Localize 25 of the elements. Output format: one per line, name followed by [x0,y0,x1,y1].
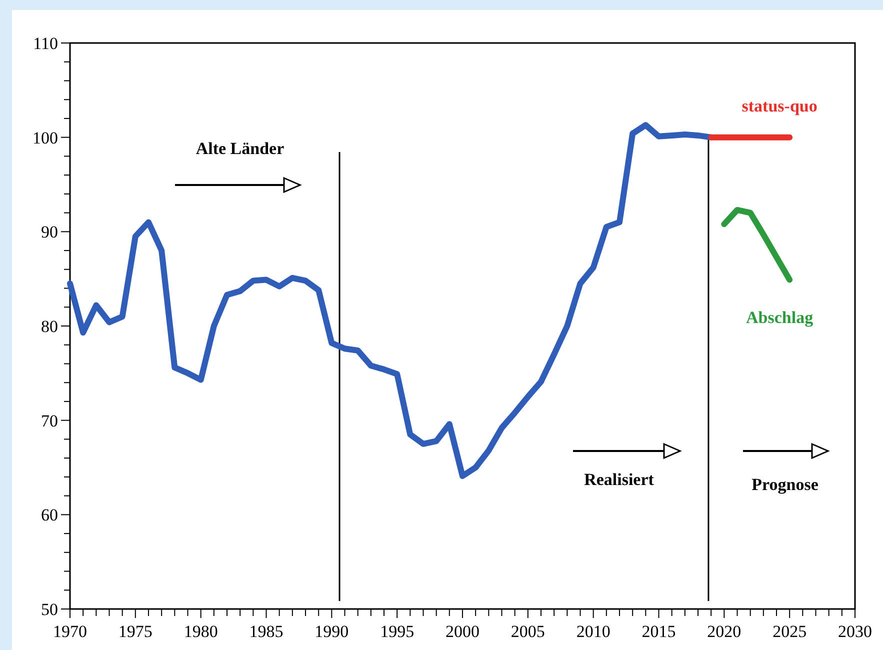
x-tick-label: 1970 [53,622,87,641]
y-tick-label: 90 [41,222,58,242]
x-tick-label: 2015 [642,622,676,641]
x-tick-label: 1975 [118,622,152,641]
x-tick-label: 1995 [380,622,414,641]
y-tick-label: 50 [41,600,58,619]
x-tick-label: 1980 [184,622,218,641]
x-tick-label: 1990 [314,622,349,641]
x-tick-label: 2000 [446,622,480,641]
x-tick-label: 2010 [576,622,610,641]
annotation: Prognose [752,475,819,494]
x-tick-label: 2030 [838,622,872,641]
y-tick-label: 70 [41,411,58,430]
x-tick-label: 2005 [510,622,545,641]
series-label: status-quo [742,96,818,116]
y-tick-label: 100 [32,128,58,148]
x-tick-label: 2020 [707,622,742,641]
y-tick-label: 60 [41,506,58,525]
x-tick-label: 1985 [249,622,284,641]
y-tick-label: 80 [41,317,58,336]
y-tick-label: 110 [33,34,58,53]
text: Abschlag [746,308,814,327]
x-tick-label: 2025 [772,622,807,641]
annotation: Alte Länder [196,139,285,158]
annotation: Realisiert [584,470,654,489]
